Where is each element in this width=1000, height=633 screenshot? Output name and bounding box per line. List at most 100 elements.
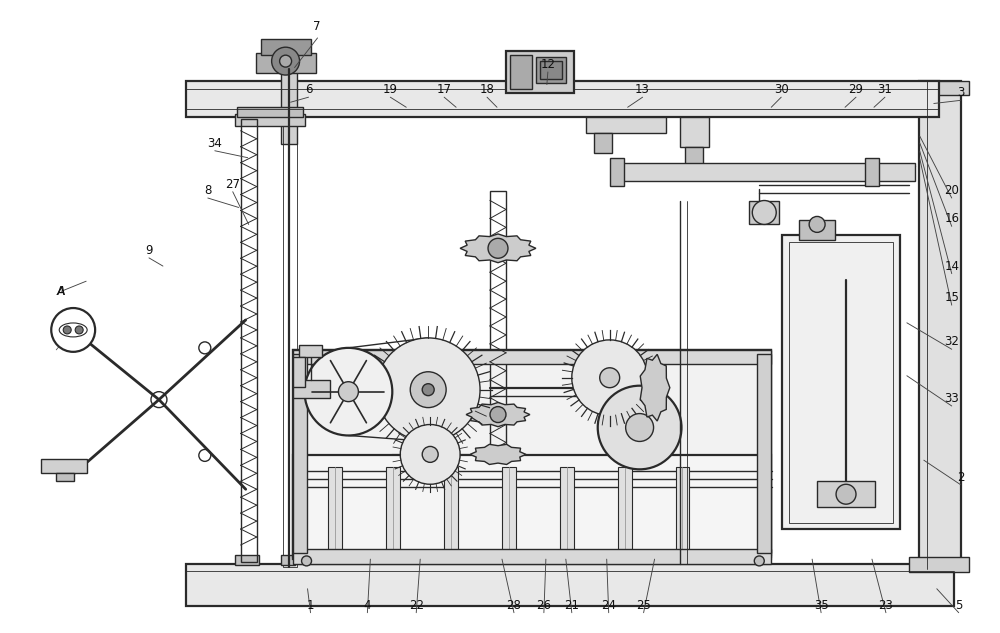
Bar: [444, 467, 458, 553]
Text: 12: 12: [540, 58, 555, 71]
Bar: [281, 69, 297, 144]
Circle shape: [376, 338, 480, 441]
Circle shape: [75, 326, 83, 334]
Text: 29: 29: [849, 83, 864, 96]
Bar: [293, 455, 771, 555]
Polygon shape: [640, 354, 670, 421]
Bar: [594, 133, 612, 153]
Bar: [586, 117, 666, 133]
Bar: [281, 555, 295, 565]
Bar: [293, 380, 330, 398]
Text: 34: 34: [207, 137, 222, 149]
Circle shape: [410, 372, 446, 408]
Bar: [293, 549, 771, 564]
Bar: [618, 467, 632, 553]
Bar: [235, 114, 305, 126]
Bar: [293, 350, 771, 364]
Bar: [749, 201, 779, 225]
Circle shape: [151, 392, 167, 408]
Text: 33: 33: [944, 392, 959, 405]
Circle shape: [598, 385, 681, 469]
Polygon shape: [466, 403, 530, 427]
Bar: [782, 235, 900, 529]
Bar: [909, 81, 969, 95]
Text: 27: 27: [225, 178, 240, 191]
Circle shape: [754, 556, 764, 566]
Bar: [293, 354, 307, 553]
Bar: [283, 117, 297, 567]
Bar: [536, 57, 566, 83]
Circle shape: [199, 449, 211, 461]
Text: 18: 18: [480, 83, 494, 96]
Bar: [502, 467, 516, 553]
Bar: [510, 55, 532, 89]
Bar: [186, 564, 954, 606]
Bar: [256, 53, 316, 73]
Text: 28: 28: [507, 599, 521, 611]
Bar: [610, 158, 624, 185]
Circle shape: [490, 406, 506, 423]
Bar: [293, 357, 305, 387]
Circle shape: [51, 308, 95, 352]
Text: 13: 13: [635, 83, 650, 96]
Bar: [506, 51, 574, 93]
Text: 1: 1: [307, 599, 314, 611]
Bar: [328, 467, 342, 553]
Bar: [540, 61, 562, 79]
Bar: [56, 473, 74, 481]
Text: 7: 7: [313, 20, 320, 33]
Bar: [757, 354, 771, 553]
Text: 31: 31: [877, 83, 892, 96]
Bar: [616, 163, 915, 180]
Bar: [490, 191, 506, 449]
Circle shape: [280, 55, 292, 67]
Bar: [293, 350, 771, 557]
Bar: [299, 345, 322, 357]
Text: 4: 4: [364, 599, 371, 611]
Text: 3: 3: [957, 86, 964, 99]
Text: 6: 6: [305, 83, 312, 96]
Text: 22: 22: [409, 599, 424, 611]
Text: 26: 26: [536, 599, 551, 611]
Text: 2: 2: [957, 471, 964, 484]
Text: 9: 9: [145, 244, 153, 257]
Bar: [560, 467, 574, 553]
Text: A: A: [57, 285, 65, 298]
Text: 5: 5: [955, 599, 962, 611]
Bar: [680, 117, 709, 147]
Text: 19: 19: [383, 83, 398, 96]
Circle shape: [488, 239, 508, 258]
Bar: [237, 107, 303, 117]
Text: 21: 21: [564, 599, 579, 611]
Text: 25: 25: [636, 599, 651, 611]
Bar: [817, 481, 875, 507]
Text: A: A: [57, 285, 65, 298]
Text: 16: 16: [944, 212, 959, 225]
Circle shape: [752, 201, 776, 225]
Circle shape: [422, 384, 434, 396]
Text: 15: 15: [944, 291, 959, 304]
Bar: [789, 242, 893, 523]
Circle shape: [809, 216, 825, 232]
Text: 17: 17: [437, 83, 452, 96]
Text: 30: 30: [774, 83, 789, 96]
Circle shape: [600, 368, 620, 387]
Circle shape: [626, 413, 654, 441]
Circle shape: [272, 47, 300, 75]
Bar: [865, 158, 879, 185]
Text: 24: 24: [601, 599, 616, 611]
Circle shape: [302, 556, 312, 566]
Bar: [293, 350, 771, 559]
Bar: [676, 467, 689, 553]
Text: 14: 14: [944, 260, 959, 273]
Bar: [241, 119, 257, 562]
Bar: [41, 460, 87, 473]
Bar: [799, 220, 835, 241]
Circle shape: [305, 348, 392, 436]
Text: 32: 32: [944, 335, 959, 348]
Polygon shape: [470, 444, 526, 465]
Circle shape: [836, 484, 856, 504]
Text: 20: 20: [944, 184, 959, 197]
Bar: [909, 557, 969, 572]
Bar: [919, 81, 961, 569]
